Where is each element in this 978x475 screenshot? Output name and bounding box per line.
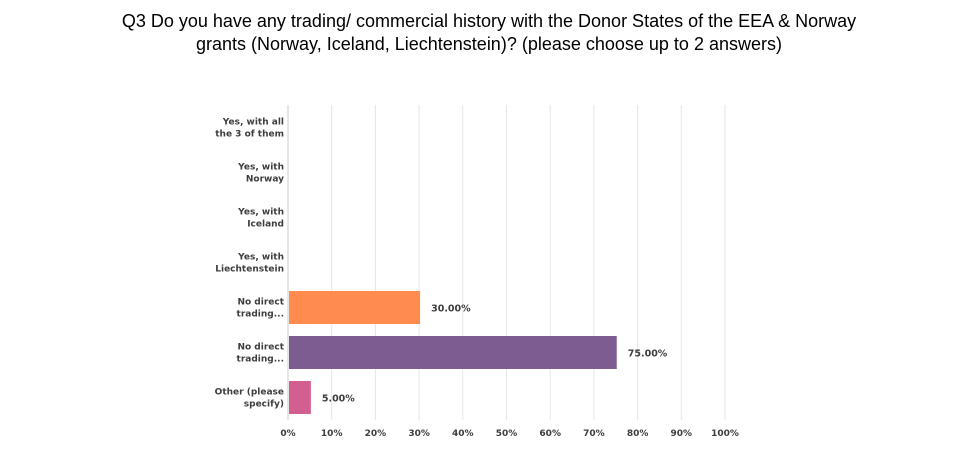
data-label: 75.00% xyxy=(628,349,668,360)
bar xyxy=(289,336,617,369)
category-label: Yes, with Norway xyxy=(237,163,284,185)
x-tick-label: 0% xyxy=(280,429,295,439)
category-label: Yes, with Liechtenstein xyxy=(215,253,284,275)
x-tick-label: 90% xyxy=(671,429,693,439)
x-tick-label: 40% xyxy=(452,429,474,439)
x-tick-label: 70% xyxy=(583,429,605,439)
data-label: 30.00% xyxy=(431,304,471,315)
x-tick-label: 10% xyxy=(321,429,343,439)
x-tick-label: 60% xyxy=(539,429,561,439)
x-tick-label: 50% xyxy=(496,429,518,439)
category-label: Yes, with all the 3 of them xyxy=(215,118,284,140)
chart-title-line-2: grants (Norway, Iceland, Liechtenstein)?… xyxy=(196,34,782,54)
bar xyxy=(289,291,421,324)
bar xyxy=(289,381,311,414)
category-label: No direct trading... xyxy=(237,298,285,320)
data-label: 5.00% xyxy=(322,394,355,405)
x-tick-label: 20% xyxy=(365,429,387,439)
x-tick-label: 80% xyxy=(627,429,649,439)
x-tick-label: 30% xyxy=(408,429,430,439)
chart-title: Q3 Do you have any trading/ commercial h… xyxy=(20,10,958,56)
x-tick-label: 100% xyxy=(711,429,739,439)
category-label: Yes, with Iceland xyxy=(237,208,284,230)
chart-title-line-1: Q3 Do you have any trading/ commercial h… xyxy=(121,11,857,31)
category-label: No direct trading... xyxy=(237,343,285,365)
category-label: Other (please specify) xyxy=(215,388,284,410)
